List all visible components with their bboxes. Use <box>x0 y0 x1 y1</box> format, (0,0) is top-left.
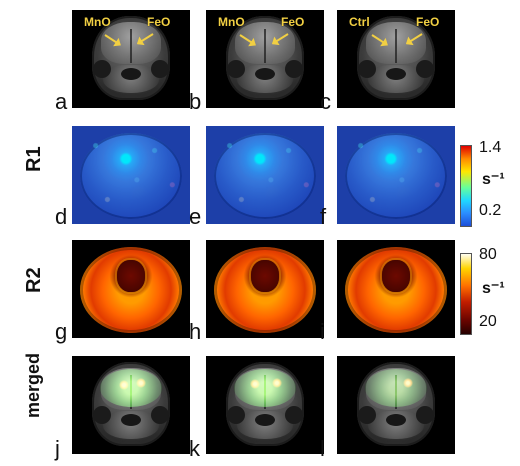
merge-glow <box>234 369 296 407</box>
r2-core-region <box>117 260 145 292</box>
merge-hotspot <box>250 379 260 389</box>
merge-hotspot <box>136 378 146 388</box>
right-cheek <box>416 60 434 78</box>
r1-colorbar <box>460 145 472 227</box>
r1-noise-overlay <box>337 126 455 224</box>
panel-j <box>72 356 190 454</box>
merge-hotspot <box>272 378 282 388</box>
left-cheek <box>93 60 111 78</box>
merge-glow <box>100 369 162 407</box>
left-cheek <box>227 60 245 78</box>
r2-core-region <box>382 260 410 292</box>
right-cheek <box>416 406 434 424</box>
left-cheek <box>227 406 245 424</box>
panel-f <box>337 126 455 224</box>
brain-region <box>235 22 295 64</box>
panel-letter-c: c <box>320 89 331 114</box>
panel-g <box>72 240 190 338</box>
oral-cavity <box>386 68 406 80</box>
r1-map <box>214 133 316 219</box>
oral-cavity <box>121 414 141 426</box>
r2-unit: s⁻¹ <box>482 280 505 297</box>
left-cheek <box>358 406 376 424</box>
panel-c: Ctrl FeO <box>337 10 455 108</box>
merge-glow <box>365 369 427 407</box>
panel-letter-k: k <box>189 436 200 461</box>
right-cheek <box>151 406 169 424</box>
panel-a: MnO FeO <box>72 10 190 108</box>
right-cheek <box>285 406 303 424</box>
r1-noise-overlay <box>72 126 190 224</box>
brain-region <box>366 22 426 64</box>
oral-cavity <box>386 414 406 426</box>
oral-cavity <box>255 414 275 426</box>
left-cheek <box>93 406 111 424</box>
label-feo: FeO <box>147 15 171 29</box>
r1-map <box>80 133 182 219</box>
row-label-r2: R2 <box>23 267 45 293</box>
right-cheek <box>151 60 169 78</box>
panel-b: MnO FeO <box>206 10 324 108</box>
r1-noise-overlay <box>206 126 324 224</box>
panel-l <box>337 356 455 454</box>
merge-hotspot <box>119 380 129 390</box>
panel-letter-i: i <box>320 319 325 344</box>
panel-letter-h: h <box>189 319 202 344</box>
panel-d <box>72 126 190 224</box>
panel-e <box>206 126 324 224</box>
r1-map <box>345 133 447 219</box>
panel-i <box>337 240 455 338</box>
oral-cavity <box>121 68 141 80</box>
row-label-merged: merged <box>23 352 43 418</box>
row-label-r1: R1 <box>23 146 45 172</box>
label-mno: MnO <box>218 15 245 29</box>
label-mno: MnO <box>84 15 111 29</box>
panel-letter-b: b <box>189 89 202 114</box>
panel-letter-g: g <box>55 319 68 344</box>
label-feo: FeO <box>416 15 440 29</box>
r1-scale-max: 1.4 <box>479 139 502 156</box>
brain-region <box>101 22 161 64</box>
label-ctrl: Ctrl <box>349 15 370 29</box>
panel-letter-a: a <box>55 89 68 114</box>
r1-unit: s⁻¹ <box>482 171 505 188</box>
panel-letter-l: l <box>320 436 325 461</box>
panel-letter-d: d <box>55 204 68 229</box>
r2-core-region <box>251 260 279 292</box>
label-feo: FeO <box>281 15 305 29</box>
oral-cavity <box>255 68 275 80</box>
left-cheek <box>358 60 376 78</box>
panel-h <box>206 240 324 338</box>
r2-scale-max: 80 <box>479 246 497 263</box>
r1-scale-min: 0.2 <box>479 202 502 219</box>
panel-letter-f: f <box>320 204 327 229</box>
r2-scale-min: 20 <box>479 313 497 330</box>
panel-letter-e: e <box>189 204 202 229</box>
panel-letter-j: j <box>55 436 60 461</box>
panel-k <box>206 356 324 454</box>
r2-colorbar <box>460 253 472 335</box>
right-cheek <box>285 60 303 78</box>
merge-hotspot <box>403 378 413 388</box>
